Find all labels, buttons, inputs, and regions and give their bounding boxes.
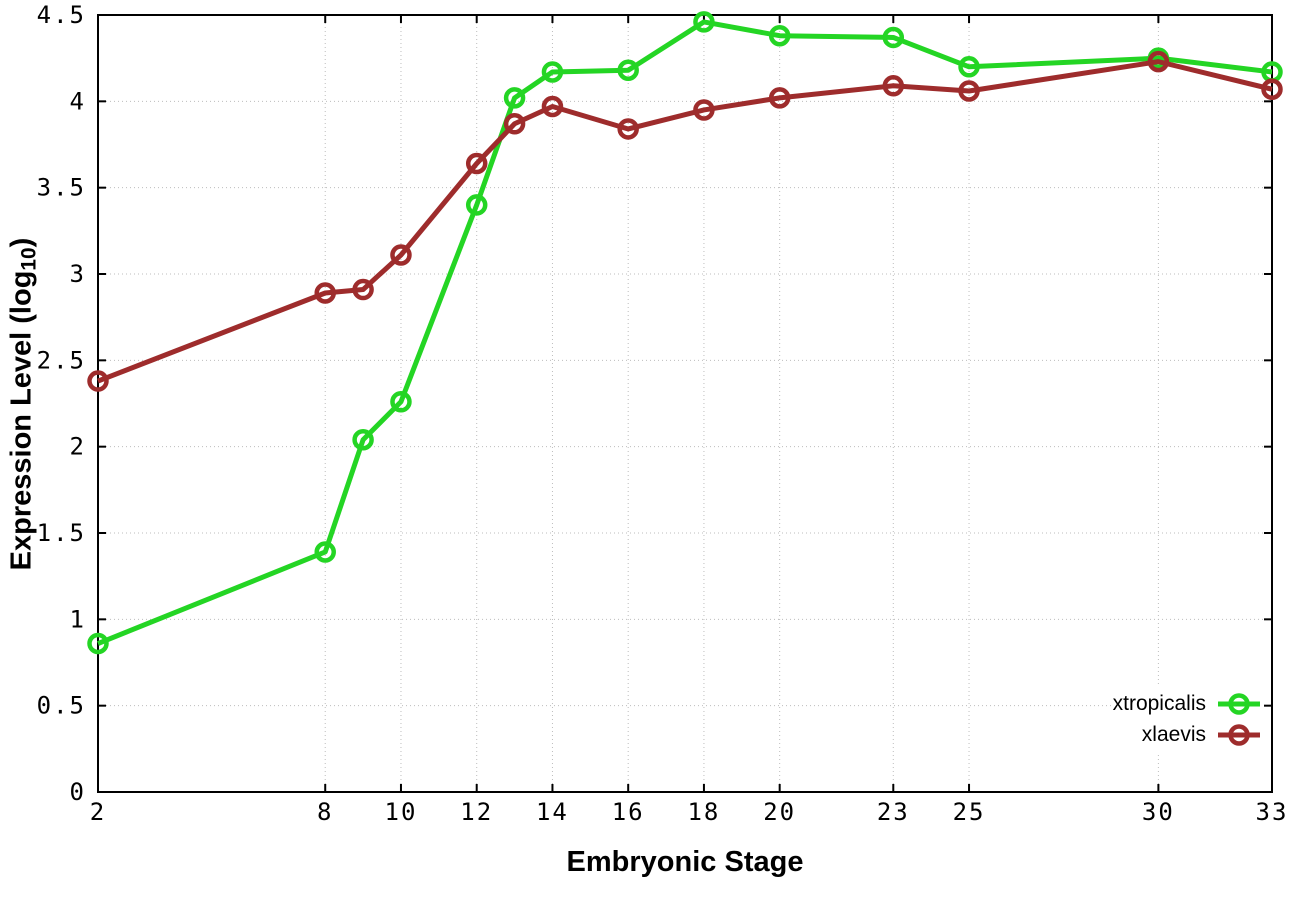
x-tick-label: 10 <box>385 798 418 826</box>
x-tick-label: 2 <box>90 798 106 826</box>
marker-xlaevis <box>390 244 412 266</box>
y-tick-label: 1 <box>70 605 86 633</box>
y-tick-label: 4 <box>70 87 86 115</box>
x-tick-label: 30 <box>1142 798 1175 826</box>
marker-xtropicalis <box>768 24 791 47</box>
marker-xlaevis <box>1147 50 1170 73</box>
x-tick-label: 16 <box>612 798 645 826</box>
marker-xlaevis <box>693 99 715 121</box>
y-tick-label: 0.5 <box>37 692 86 720</box>
y-tick-label: 0 <box>70 778 86 806</box>
marker-xtropicalis <box>958 56 980 78</box>
marker-xtropicalis <box>352 429 374 451</box>
legend-label-xtropicalis: xtropicalis <box>1112 691 1206 715</box>
marker-xlaevis <box>352 278 374 301</box>
marker-xtropicalis <box>465 194 488 216</box>
marker-xtropicalis <box>693 11 715 33</box>
marker-xtropicalis <box>314 541 336 563</box>
x-tick-label: 20 <box>763 798 796 826</box>
x-tick-label: 18 <box>687 798 720 826</box>
x-tick-label: 33 <box>1256 798 1289 826</box>
marker-xlaevis <box>768 87 791 109</box>
y-axis-title: Expression Level (log10) <box>5 237 41 571</box>
marker-xtropicalis <box>541 61 564 83</box>
y-axis-title-subscript: 10 <box>17 247 41 271</box>
x-tick-label: 14 <box>536 798 569 826</box>
legend-sample-xtropicalis <box>1218 692 1260 715</box>
legend-item-xtropicalis: xtropicalis <box>1113 688 1262 719</box>
x-tick-label: 12 <box>460 798 493 826</box>
y-tick-label: 3.5 <box>37 174 86 202</box>
marker-xlaevis <box>958 80 980 102</box>
marker-xlaevis <box>882 75 905 97</box>
legend-sample-marker <box>1228 723 1250 746</box>
y-tick-label: 3 <box>70 260 86 288</box>
y-tick-label: 2 <box>70 433 86 461</box>
y-tick-label: 2.5 <box>37 346 86 374</box>
x-tick-label: 8 <box>317 798 333 826</box>
legend-sample-marker <box>1228 692 1250 715</box>
x-tick-label: 23 <box>877 798 910 826</box>
legend-sample-xlaevis <box>1218 723 1260 746</box>
marker-xtropicalis <box>87 632 109 655</box>
plot-border <box>97 14 1273 793</box>
marker-xlaevis <box>503 113 526 135</box>
marker-xlaevis <box>1261 78 1283 100</box>
marker-xlaevis <box>617 118 639 140</box>
marker-xtropicalis <box>503 87 526 109</box>
y-tick-label: 1.5 <box>37 519 86 547</box>
marker-xtropicalis <box>617 59 639 82</box>
legend-item-xlaevis: xlaevis <box>1113 719 1262 750</box>
legend: xtropicalis xlaevis <box>1110 686 1264 752</box>
marker-xlaevis <box>314 282 336 304</box>
y-tick-label: 4.5 <box>37 1 86 29</box>
marker-xtropicalis <box>390 391 412 413</box>
marker-xlaevis <box>465 152 488 175</box>
marker-xlaevis <box>87 370 109 392</box>
x-tick-label: 25 <box>953 798 986 826</box>
y-axis-title-text: Expression Level (log <box>5 270 38 571</box>
series-line-xlaevis <box>97 59 1273 384</box>
y-axis-title-close: ) <box>5 237 38 248</box>
legend-label-xlaevis: xlaevis <box>1141 722 1206 746</box>
x-axis-title: Embryonic Stage <box>566 846 804 878</box>
marker-xtropicalis <box>882 26 905 49</box>
marker-xlaevis <box>541 95 564 118</box>
